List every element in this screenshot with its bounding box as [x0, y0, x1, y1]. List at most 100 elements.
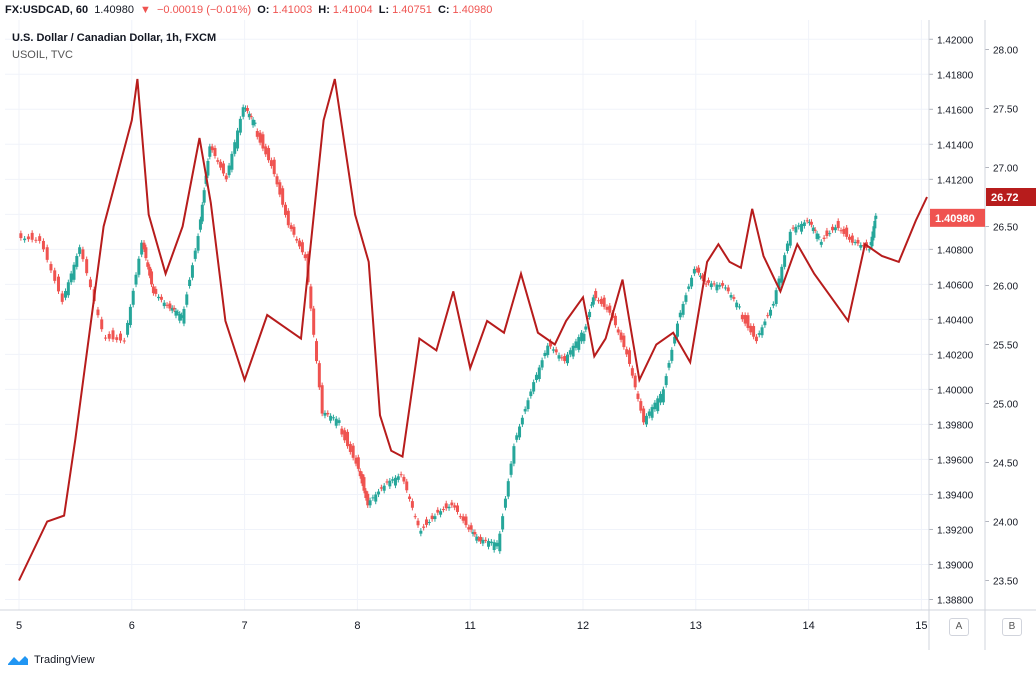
x-axis-label: 14: [802, 620, 814, 632]
symbol-name[interactable]: FX:USDCAD, 60: [5, 4, 89, 16]
candle-body: [382, 485, 386, 491]
candle-body: [190, 265, 194, 278]
candle-body: [26, 236, 30, 240]
oil-axis-label: 25.00: [993, 400, 1018, 411]
candle-body: [253, 122, 257, 124]
candle-body: [170, 307, 174, 311]
candle-body: [831, 226, 835, 231]
right-axis-label: 1.39000: [937, 560, 974, 571]
candle-body: [847, 236, 851, 240]
candle-body: [422, 526, 426, 528]
candle-body: [735, 302, 739, 308]
candle-body: [75, 256, 79, 267]
candle-body: [473, 532, 477, 535]
candle-body: [275, 176, 279, 185]
candle-body: [178, 313, 182, 321]
main-series-legend[interactable]: U.S. Dollar / Canadian Dollar, 1h, FXCM: [12, 32, 217, 44]
x-axis-label: 7: [242, 620, 248, 632]
close-value: 1.40980: [452, 4, 493, 16]
x-axis-label: 8: [354, 620, 360, 632]
usdcad-price-badge-text: 1.40980: [935, 213, 975, 225]
open-value: 1.41003: [272, 4, 313, 16]
candle-body: [340, 428, 344, 435]
candle-body: [165, 304, 169, 306]
candle-body: [479, 536, 483, 542]
candle-body: [523, 409, 527, 412]
candle-body: [630, 368, 634, 376]
candle-body: [506, 481, 510, 497]
candle-body: [752, 326, 756, 337]
candle-body: [69, 273, 73, 283]
candle-body: [805, 220, 809, 222]
candle-body: [393, 477, 397, 486]
candle-body: [85, 259, 89, 274]
candle-body: [315, 341, 319, 362]
candle-body: [791, 227, 795, 229]
tradingview-logo[interactable]: TradingView: [6, 652, 95, 668]
candle-body: [202, 190, 206, 203]
candle-body: [709, 283, 713, 288]
candle-body: [718, 285, 722, 287]
candle-body: [605, 306, 609, 310]
chart-grid: [5, 20, 929, 610]
candle-body: [819, 241, 823, 245]
x-axis-label: 15: [915, 620, 927, 632]
candle-body: [241, 107, 245, 117]
candle-body: [661, 389, 665, 403]
candle-body: [427, 521, 431, 523]
candle-body: [196, 236, 200, 251]
candle-body: [729, 295, 733, 298]
candle-body: [53, 270, 57, 281]
candle-body: [96, 309, 100, 316]
candle-body: [264, 146, 268, 155]
candle-body: [267, 148, 271, 161]
candle-body: [845, 227, 849, 237]
candle-body: [45, 247, 49, 260]
candle-body: [700, 275, 704, 279]
candle-body: [475, 536, 479, 541]
candle-body: [481, 539, 485, 544]
candle-body: [377, 491, 381, 495]
candle-body: [151, 286, 155, 294]
candle-body: [859, 244, 863, 248]
usoil-price-badge: [986, 188, 1036, 206]
right-axis-label: 1.41600: [937, 105, 974, 116]
candle-body: [456, 505, 460, 512]
candle-body: [597, 300, 601, 302]
candle-body: [208, 146, 212, 157]
candle-body: [743, 315, 747, 324]
candle-body: [501, 516, 505, 530]
candle-body: [444, 503, 448, 509]
candle-body: [162, 302, 166, 307]
overlay-series-legend[interactable]: USOIL, TVC: [12, 49, 73, 61]
candle-body: [356, 457, 360, 469]
candle-body: [137, 258, 141, 275]
candle-body: [633, 375, 637, 388]
candle-body: [198, 219, 202, 230]
candle-body: [817, 236, 821, 238]
candle-body: [298, 240, 302, 247]
candle-body: [219, 161, 223, 168]
oil-axis-label: 27.00: [993, 164, 1018, 175]
usdcad-candles: [19, 104, 878, 554]
price-chart[interactable]: 1.420001.418001.416001.414001.412001.410…: [0, 20, 1036, 650]
candle-body: [557, 355, 561, 359]
auto-scale-button[interactable]: A: [949, 618, 969, 636]
candle-body: [185, 294, 189, 305]
x-axis-label: 6: [129, 620, 135, 632]
candle-body: [34, 239, 38, 241]
candle-body: [712, 283, 716, 285]
candle-body: [41, 240, 45, 250]
both-scale-button[interactable]: B: [1002, 618, 1022, 636]
candle-body: [78, 247, 82, 254]
candle-body: [594, 291, 598, 299]
candle-body: [100, 319, 104, 330]
candle-body: [396, 476, 400, 480]
candle-body: [738, 306, 742, 308]
high-value: 1.41004: [332, 4, 373, 16]
candle-body: [402, 476, 406, 482]
candle-body: [797, 225, 801, 227]
candle-body: [589, 304, 593, 306]
candle-body: [331, 417, 335, 419]
oil-axis-label: 25.50: [993, 341, 1018, 352]
